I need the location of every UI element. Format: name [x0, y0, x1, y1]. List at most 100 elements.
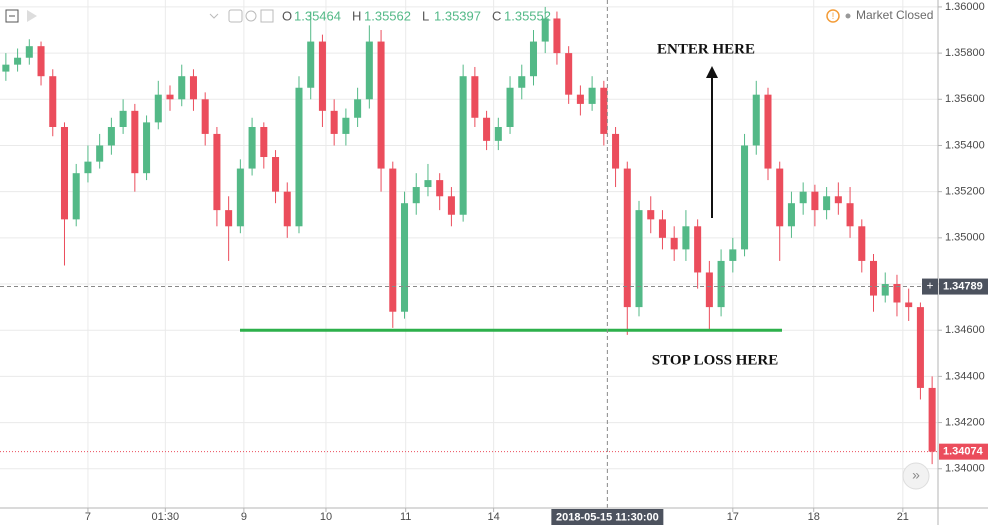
- candle-body: [529, 41, 538, 77]
- candle-body: [119, 110, 127, 127]
- candle-body: [494, 127, 502, 141]
- candle-body: [670, 237, 678, 250]
- candle-body: [201, 99, 209, 134]
- candle-body: [846, 203, 854, 227]
- collapse-icon[interactable]: [5, 9, 19, 23]
- candle-body: [682, 226, 690, 250]
- settings-icon[interactable]: [228, 9, 243, 23]
- x-tick-label: 01:30: [152, 511, 180, 523]
- crosshair-time-label: 2018-05-15 11:30:00: [556, 511, 659, 523]
- crosshair-plus: +: [926, 279, 933, 293]
- scroll-button-icon: »: [912, 467, 920, 483]
- ohlc-value: 1.35552: [504, 8, 551, 23]
- crosshair-price-box: [939, 278, 988, 295]
- candle-body: [49, 76, 57, 127]
- candle-body: [400, 203, 409, 312]
- y-tick-label: 1.35600: [945, 93, 985, 105]
- candle-body: [905, 302, 913, 308]
- candle-body: [694, 226, 702, 273]
- candle-body: [565, 53, 573, 95]
- overlay: [0, 0, 938, 508]
- candle-body: [236, 168, 244, 227]
- candle-body: [154, 94, 162, 123]
- candle-body: [412, 187, 420, 204]
- y-tick-label: 1.36000: [945, 1, 985, 13]
- y-tick-label: 1.34400: [945, 370, 985, 382]
- candle-body: [647, 210, 655, 220]
- candle-body: [776, 168, 784, 227]
- candle-body: [178, 76, 186, 100]
- ohlc-label: O: [282, 8, 292, 23]
- candle-body: [447, 196, 455, 215]
- annotation: STOP LOSS HERE: [652, 352, 778, 368]
- x-tick-label: 17: [727, 511, 739, 523]
- dropdown-icon[interactable]: [209, 13, 219, 19]
- y-tick-label: 1.34000: [945, 463, 985, 475]
- ohlc-value: 1.35562: [364, 8, 411, 23]
- candle-body: [60, 127, 69, 220]
- candle-body: [787, 203, 795, 227]
- annotation: ENTER HERE: [657, 41, 755, 57]
- flag-icon[interactable]: [27, 10, 37, 22]
- x-tick-label: 10: [320, 511, 332, 523]
- candle-body: [717, 260, 725, 308]
- candle-body: [166, 94, 174, 100]
- ohlc-label: H: [352, 8, 361, 23]
- candle-body: [916, 307, 924, 388]
- candle-body: [506, 87, 514, 127]
- candle-body: [260, 127, 268, 158]
- x-tick-label: 11: [400, 511, 411, 523]
- crosshair-plus-box[interactable]: [922, 278, 938, 295]
- last-price-label: 1.34074: [943, 446, 984, 458]
- candle-body: [84, 161, 92, 174]
- candle-body: [213, 133, 221, 211]
- candle-body: [635, 210, 643, 308]
- candle-body: [518, 76, 526, 88]
- settings-icon[interactable]: [245, 10, 257, 22]
- close-icon[interactable]: [260, 9, 274, 23]
- candle-body: [858, 226, 866, 261]
- market-status: Market Closed: [856, 8, 933, 22]
- candle-body: [869, 260, 878, 296]
- candle-body: [272, 157, 280, 192]
- candle-body: [612, 133, 620, 169]
- candle-body: [834, 196, 842, 204]
- candle-body: [307, 41, 315, 88]
- ohlc-label: L: [422, 8, 429, 23]
- candles: [2, 6, 936, 465]
- candle-body: [389, 168, 397, 312]
- y-tick-label: 1.35200: [945, 186, 985, 198]
- x-tick-label: 18: [808, 511, 820, 523]
- candle-body: [2, 64, 10, 72]
- status-dot: [845, 13, 851, 19]
- status-icon-mark: !: [832, 11, 835, 21]
- scroll-button[interactable]: [902, 462, 930, 490]
- candle-body: [459, 76, 467, 215]
- x-tick-label: 9: [241, 511, 247, 523]
- x-tick-label: 21: [897, 511, 909, 523]
- candle-body: [623, 168, 631, 308]
- ohlc-label: C: [492, 8, 501, 23]
- candle-body: [705, 272, 713, 308]
- arrow-head: [706, 66, 718, 78]
- y-tick-label: 1.35000: [945, 232, 985, 244]
- candle-body: [365, 41, 373, 100]
- toolbar: [5, 9, 274, 23]
- status-icon: [826, 9, 840, 23]
- candle-body: [248, 127, 256, 169]
- y-tick-label: 1.35800: [945, 47, 985, 59]
- candle-body: [189, 76, 197, 100]
- candle-body: [14, 57, 22, 65]
- x-tick-label: 14: [487, 511, 499, 523]
- ohlc-value: 1.35397: [434, 8, 481, 23]
- candle-body: [283, 191, 291, 227]
- candle-body: [354, 99, 362, 118]
- last-price-box: [939, 443, 988, 460]
- candle-body: [483, 117, 491, 141]
- candle-body: [553, 18, 561, 54]
- candle-body: [436, 180, 444, 197]
- candle-body: [658, 219, 666, 238]
- candle-body: [131, 110, 139, 174]
